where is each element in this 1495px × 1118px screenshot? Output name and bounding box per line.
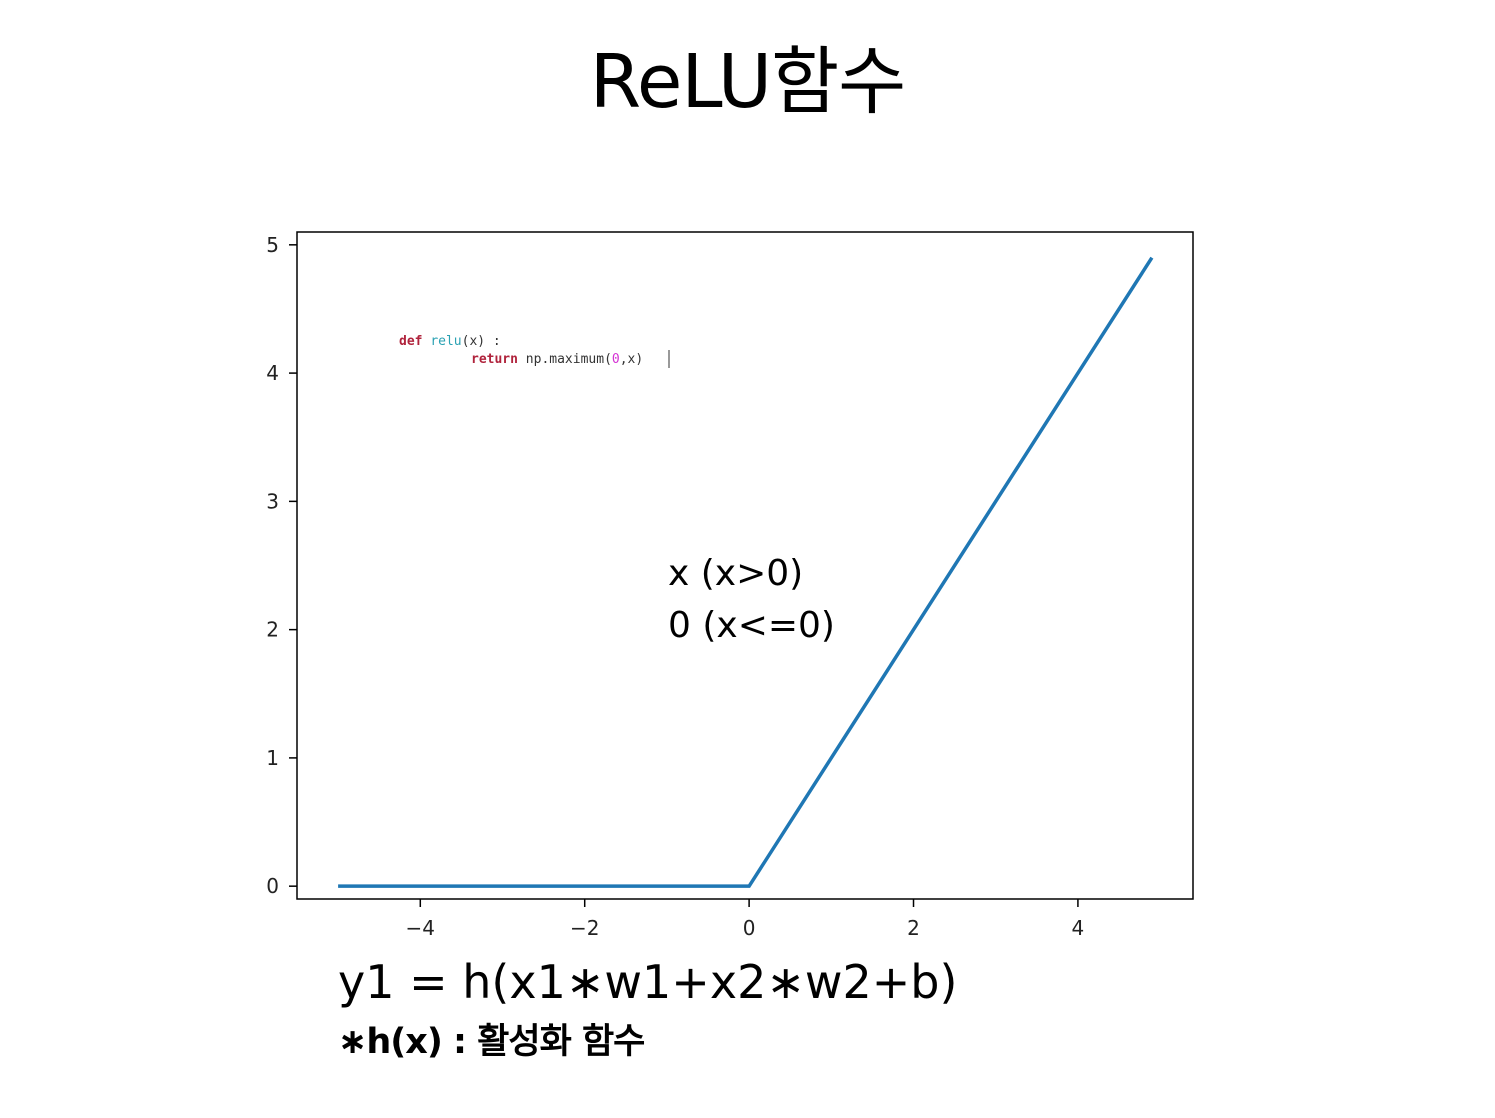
plot-frame bbox=[296, 231, 1194, 900]
x-axis-ticks: −4 −2 0 2 4 bbox=[406, 899, 1085, 940]
y-tick-label: 4 bbox=[266, 361, 279, 385]
piecewise-case-nonpositive: 0 (x<=0) bbox=[668, 605, 835, 646]
code-line-1: def relu(x) : bbox=[399, 334, 501, 349]
x-tick-label: −4 bbox=[406, 916, 435, 940]
neuron-equation: y1 = h(x1∗w1+x2∗w2+b) bbox=[338, 955, 958, 1009]
y-tick-label: 5 bbox=[266, 233, 279, 257]
x-tick-label: 0 bbox=[743, 916, 756, 940]
piecewise-definition: x (x>0) 0 (x<=0) bbox=[668, 548, 835, 652]
x-tick-label: 2 bbox=[907, 916, 920, 940]
x-tick-label: 4 bbox=[1072, 916, 1085, 940]
y-tick-label: 3 bbox=[266, 489, 279, 513]
y-tick-label: 2 bbox=[266, 618, 279, 642]
activation-footnote: ∗h(x) : 활성화 함수 bbox=[338, 1022, 645, 1062]
relu-series-line bbox=[338, 256, 1154, 888]
y-tick-label: 0 bbox=[266, 874, 279, 898]
x-tick-label: −2 bbox=[570, 916, 599, 940]
slide-title: ReLU함수 bbox=[589, 39, 907, 125]
piecewise-case-positive: x (x>0) bbox=[668, 553, 804, 594]
y-axis-ticks: 0 1 2 3 4 5 bbox=[266, 233, 297, 898]
code-line-2: return np.maximum(0,x) bbox=[471, 352, 643, 367]
y-tick-label: 1 bbox=[266, 746, 279, 770]
series-group bbox=[338, 256, 1154, 888]
